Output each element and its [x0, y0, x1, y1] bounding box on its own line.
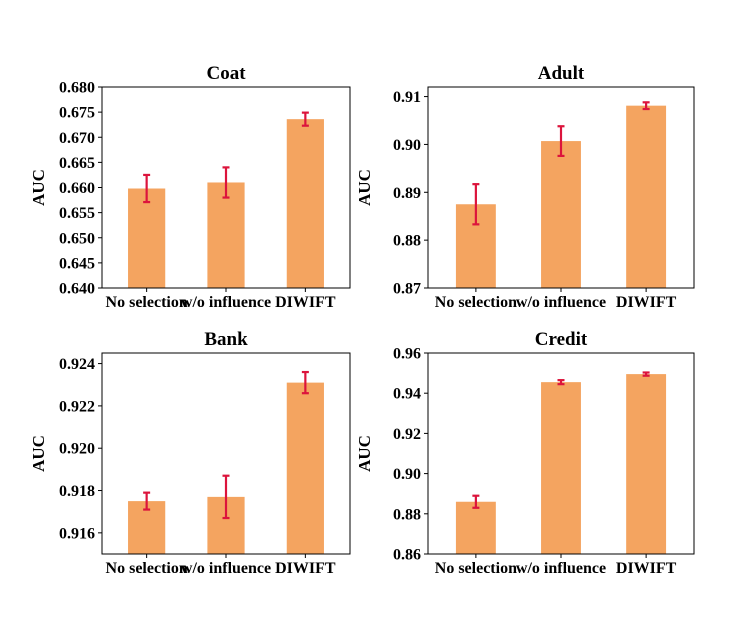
y-tick-label: 0.650 [59, 230, 95, 247]
bar [541, 141, 581, 288]
panel-title: Coat [206, 63, 246, 84]
y-tick-label: 0.86 [393, 547, 421, 564]
y-tick-label: 0.924 [59, 356, 95, 373]
y-tick-label: 0.87 [393, 281, 421, 298]
bar [455, 501, 496, 554]
y-tick-label: 0.640 [59, 281, 95, 298]
bar [541, 382, 581, 554]
y-tick-label: 0.90 [393, 466, 421, 483]
x-tick-label: No selection [435, 294, 517, 311]
panel-title: Credit [535, 329, 588, 350]
y-axis-label: AUC [355, 435, 374, 472]
y-tick-label: 0.665 [59, 155, 95, 172]
x-tick-label: No selection [106, 560, 188, 577]
y-tick-label: 0.670 [59, 130, 95, 147]
y-axis-label: AUC [29, 435, 48, 472]
plot-frame [101, 352, 351, 555]
y-tick-label: 0.916 [59, 525, 95, 542]
y-tick-label: 0.92 [393, 426, 421, 443]
x-tick-label: DIWIFT [275, 560, 336, 577]
bar [286, 382, 324, 554]
bar [626, 105, 667, 289]
x-tick-label: w/o influence [181, 560, 271, 577]
x-tick-label: No selection [435, 560, 517, 577]
bar [626, 374, 667, 554]
y-tick-label: 0.645 [59, 255, 95, 272]
y-axis-label: AUC [355, 169, 374, 206]
x-tick-label: w/o influence [181, 294, 271, 311]
y-tick-label: 0.922 [59, 398, 95, 415]
x-tick-label: DIWIFT [275, 294, 336, 311]
y-tick-label: 0.96 [393, 346, 421, 363]
bar [128, 188, 166, 288]
y-tick-label: 0.918 [59, 483, 95, 500]
y-tick-label: 0.88 [393, 233, 421, 250]
y-tick-label: 0.91 [393, 89, 421, 106]
plot-frame [101, 86, 351, 289]
y-tick-label: 0.660 [59, 180, 95, 197]
x-tick-label: DIWIFT [616, 560, 677, 577]
y-tick-label: 0.920 [59, 441, 95, 458]
y-tick-label: 0.88 [393, 506, 421, 523]
y-tick-label: 0.680 [59, 80, 95, 97]
panel-title: Bank [204, 329, 248, 350]
y-tick-label: 0.89 [393, 185, 421, 202]
x-tick-label: DIWIFT [616, 294, 677, 311]
bar [286, 119, 324, 288]
panel-title: Adult [538, 63, 585, 84]
x-tick-label: w/o influence [516, 294, 606, 311]
x-tick-label: w/o influence [516, 560, 606, 577]
y-axis-label: AUC [29, 169, 48, 206]
y-tick-label: 0.94 [393, 386, 421, 403]
bar [207, 182, 245, 288]
x-tick-label: No selection [106, 294, 188, 311]
plot-frame [427, 352, 695, 555]
y-tick-label: 0.675 [59, 105, 95, 122]
plot-frame [427, 86, 695, 289]
y-tick-label: 0.90 [393, 137, 421, 154]
y-tick-label: 0.655 [59, 205, 95, 222]
